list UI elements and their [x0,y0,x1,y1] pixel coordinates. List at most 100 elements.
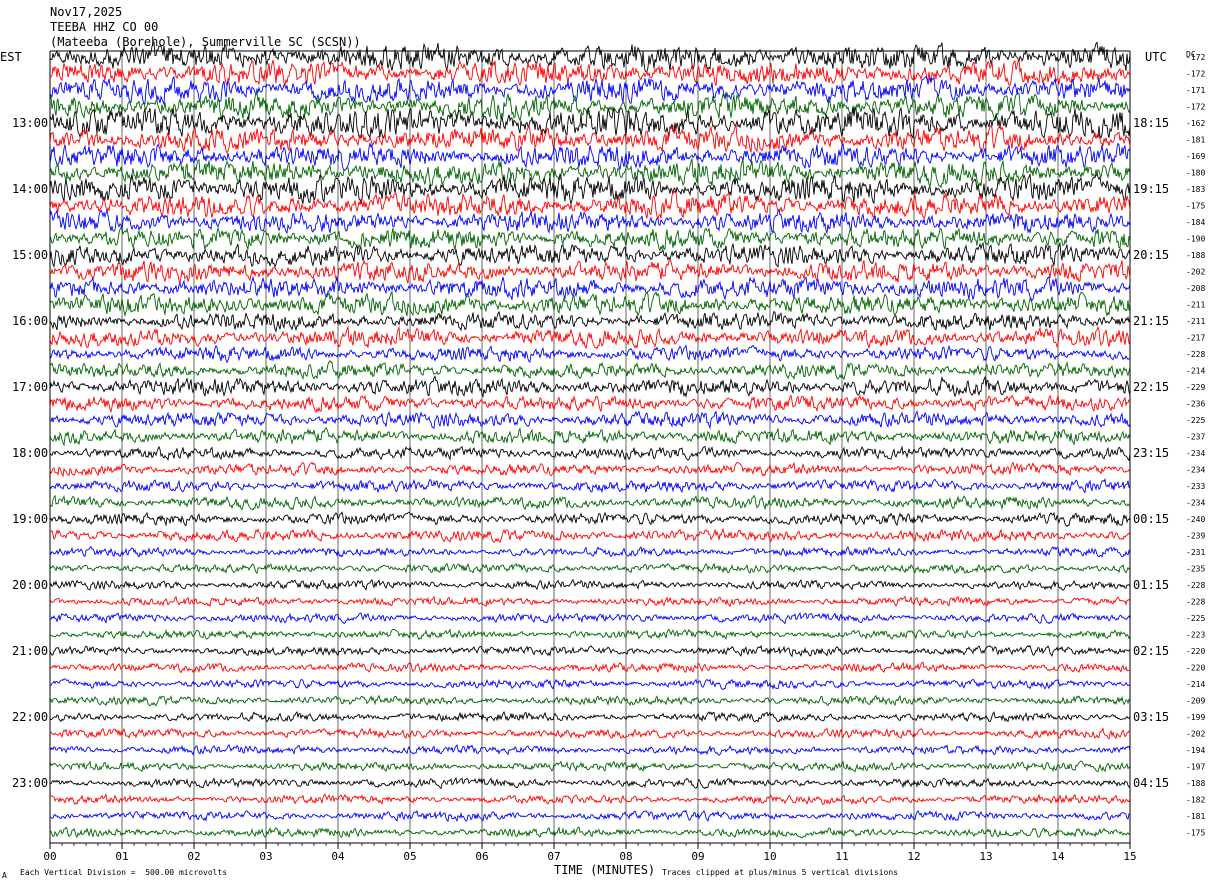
trace-row-40 [49,694,1131,707]
trace-row-4 [49,90,1131,123]
utc-hour-label: 19:15 [1133,182,1169,196]
plot-location: (Mateeba (Borehole), Summerville SC (SCS… [50,35,361,49]
dc-offset-label: -214 [1186,680,1205,689]
trace-row-16 [49,289,1131,318]
est-hour-label: 13:00 [12,116,48,130]
dc-offset-label: -188 [1186,779,1205,788]
dc-offset-label: -184 [1186,218,1205,227]
utc-hour-label: 23:15 [1133,446,1169,460]
utc-hour-label: 04:15 [1133,776,1169,790]
trace-row-32 [49,562,1131,575]
dc-offset-label: -233 [1186,482,1205,491]
trace-row-43 [49,744,1131,756]
dc-offset-label: -209 [1186,697,1205,706]
est-hour-label: 18:00 [12,446,48,460]
trace-row-17 [49,310,1131,333]
trace-row-38 [49,661,1131,674]
x-tick-label: 10 [763,850,776,863]
dc-offset-label: -190 [1186,235,1205,244]
dc-offset-label: -175 [1186,829,1205,838]
est-hour-label: 22:00 [12,710,48,724]
est-hour-label: 17:00 [12,380,48,394]
corner-mark: A [2,871,7,880]
dc-offset-label: -228 [1186,598,1205,607]
trace-row-27 [49,477,1131,494]
x-tick-label: 00 [43,850,56,863]
dc-offset-label: -214 [1186,367,1205,376]
utc-hour-label: 22:15 [1133,380,1169,394]
dc-offset-label: -181 [1186,812,1205,821]
scale-note: Each Vertical Division = 500.00 microvol… [20,868,228,877]
trace-row-21 [49,375,1131,398]
plot-date: Nov17,2025 [50,5,123,19]
dc-offset-label: -194 [1186,746,1205,755]
trace-row-25 [49,445,1131,462]
dc-offset-label: -199 [1186,713,1205,722]
x-axis-title: TIME (MINUTES) [554,863,656,877]
utc-hour-label: 20:15 [1133,248,1169,262]
dc-offset-label: -229 [1186,383,1205,392]
trace-row-33 [49,578,1131,591]
trace-row-29 [49,511,1131,528]
dc-offset-label: -208 [1186,284,1205,293]
trace-row-35 [49,611,1131,625]
trace-row-47 [49,809,1131,823]
dc-offset-label: -240 [1186,515,1205,524]
dc-offset-label: -234 [1186,466,1205,475]
trace-row-20 [49,360,1131,381]
right-axis-label: UTC [1145,50,1167,64]
trace-row-28 [49,494,1131,511]
dc-offset-label: -228 [1186,581,1205,590]
dc-offset-label: -211 [1186,317,1205,326]
trace-row-12 [49,226,1131,253]
est-hour-label: 16:00 [12,314,48,328]
utc-hour-label: 02:15 [1133,644,1169,658]
x-tick-label: 14 [1051,850,1065,863]
trace-row-48 [49,826,1130,839]
dc-offset-label: -234 [1186,449,1205,458]
dc-offset-label: -172 [1186,70,1205,79]
dc-offset-label: -202 [1186,268,1205,277]
dc-offset-label: -217 [1186,334,1205,343]
x-tick-label: 08 [619,850,632,863]
dc-offset-label: -220 [1186,664,1205,673]
utc-hour-label: 18:15 [1133,116,1169,130]
trace-row-34 [49,595,1131,608]
dc-offset-label: -162 [1186,119,1205,128]
trace-row-44 [49,760,1131,773]
dc-offset-label: -231 [1186,548,1205,557]
dc-offset-label: -182 [1186,796,1205,805]
trace-row-6 [49,124,1131,154]
dc-offset-label: -183 [1186,185,1205,194]
dc-offset-label: -234 [1186,499,1205,508]
trace-row-23 [49,410,1131,430]
utc-hour-label: 01:15 [1133,578,1169,592]
dc-offset-label: -197 [1186,763,1205,772]
dc-offset-label: -180 [1186,169,1205,178]
trace-row-18 [49,325,1131,350]
trace-row-1 [49,41,1131,73]
trace-row-8 [49,158,1131,189]
x-tick-label: 11 [835,850,848,863]
x-tick-label: 13 [979,850,992,863]
trace-row-22 [49,394,1131,414]
dc-offset-label: -188 [1186,251,1205,260]
x-tick-label: 02 [187,850,200,863]
dc-offset-label: -225 [1186,614,1205,623]
trace-row-36 [50,628,1131,640]
est-hour-label: 20:00 [12,578,48,592]
est-hour-label: 23:00 [12,776,48,790]
clip-note: Traces clipped at plus/minus 5 vertical … [662,868,899,877]
trace-row-39 [49,678,1131,691]
est-hour-label: 15:00 [12,248,48,262]
x-tick-label: 05 [403,850,416,863]
trace-row-30 [49,527,1131,544]
dc-offset-label: -172 [1186,103,1205,112]
trace-row-10 [49,189,1131,221]
trace-row-15 [49,275,1131,302]
utc-hour-label: 21:15 [1133,314,1169,328]
dc-offset-label: -169 [1186,152,1205,161]
x-tick-label: 06 [475,850,488,863]
dc-offset-label: -220 [1186,647,1205,656]
